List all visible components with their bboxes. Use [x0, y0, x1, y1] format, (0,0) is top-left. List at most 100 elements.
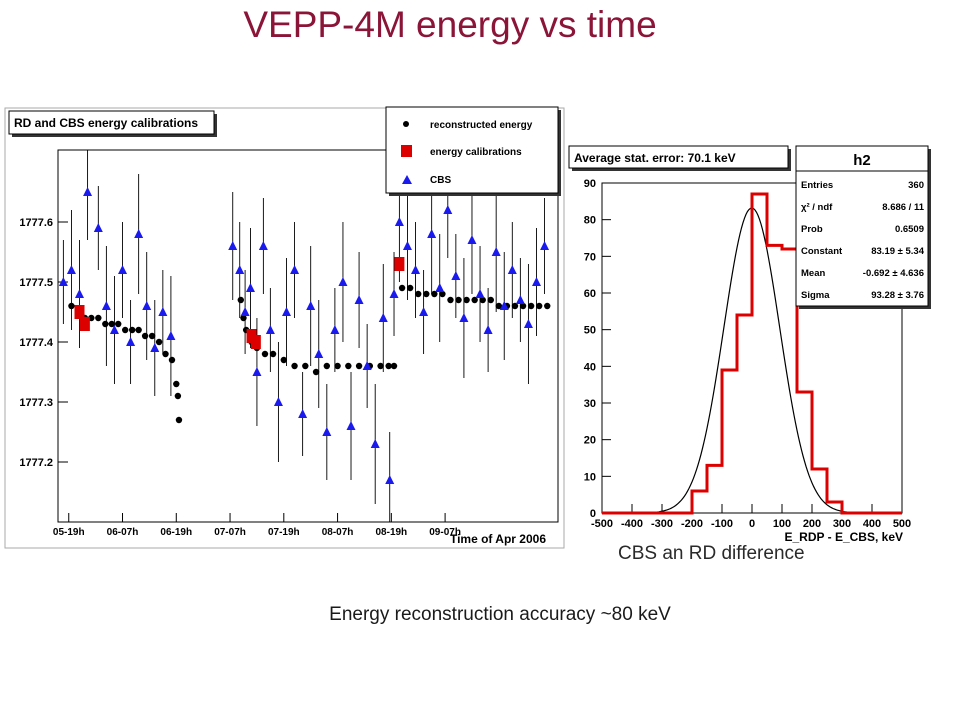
reconstructed-energy-point — [511, 302, 519, 310]
cbs-point — [265, 325, 275, 334]
x-tick-label: 09-07h — [429, 527, 461, 538]
reconstructed-energy-point — [122, 326, 129, 334]
energy-calibration-point — [394, 257, 405, 271]
stats-rows: Entries 360 χ² / ndf 8.686 / 11 Prob 0.6509 Co… — [801, 180, 925, 301]
hist-y-tick-label: 70 — [584, 251, 596, 263]
cbs-point — [281, 307, 291, 316]
cbs-point — [389, 289, 399, 298]
x-tick-label: 05-19h — [53, 527, 85, 538]
energy-calibrations-series — [74, 257, 405, 349]
histogram-step-line — [602, 192, 902, 515]
cbs-point — [411, 265, 421, 274]
histogram-x-label: E_RDP - E_CBS, keV — [785, 530, 904, 544]
timeseries-title: RD and CBS energy calibrations — [14, 116, 198, 130]
hist-y-tick-label: 40 — [584, 361, 596, 373]
hist-x-tick-label: -200 — [681, 518, 703, 530]
reconstructed-energy-point — [439, 290, 446, 298]
cbs-point — [109, 325, 119, 334]
legend-marker-reconstructed — [403, 121, 409, 127]
cbs-point — [491, 247, 501, 256]
reconstructed-energy-point — [155, 338, 163, 346]
reconstructed-energy-point — [148, 332, 156, 340]
hist-y-tick-label: 20 — [584, 435, 596, 447]
reconstructed-energy-point — [544, 302, 551, 310]
stats-row-label: χ² / ndf — [801, 202, 833, 213]
cbs-point — [306, 301, 316, 310]
legend-label-cbs: CBS — [430, 175, 451, 186]
reconstructed-energy-point — [495, 302, 503, 310]
cbs-point — [150, 343, 160, 352]
energy-calibration-point — [79, 317, 90, 331]
hist-y-tick-label: 10 — [584, 471, 596, 483]
reconstructed-energy-point — [415, 290, 422, 298]
reconstructed-energy-point — [447, 296, 454, 304]
reconstructed-energy-point — [535, 302, 543, 310]
reconstructed-energy-point — [323, 362, 331, 370]
reconstructed-energy-series — [68, 284, 551, 424]
x-tick-label: 07-07h — [214, 527, 246, 538]
reconstructed-energy-point — [527, 302, 535, 310]
cbs-point — [467, 235, 477, 244]
cbs-point — [515, 295, 525, 304]
stats-row-value: 0.6509 — [895, 224, 924, 235]
reconstructed-energy-point — [377, 362, 384, 370]
y-tick-label: 1777.5 — [19, 277, 53, 289]
cbs-point — [142, 301, 152, 310]
hist-y-tick-label: 30 — [584, 398, 596, 410]
hist-x-tick-label: -100 — [711, 518, 733, 530]
cbs-point — [75, 289, 85, 298]
cbs-point — [322, 427, 332, 436]
reconstructed-energy-point — [237, 296, 244, 304]
cbs-point — [507, 265, 517, 274]
cbs-point — [273, 397, 283, 406]
reconstructed-energy-point — [95, 314, 102, 322]
y-tick-label: 1777.6 — [19, 217, 53, 229]
reconstructed-energy-point — [68, 302, 75, 310]
hist-x-tick-label: 100 — [773, 518, 791, 530]
x-tick-label: 06-07h — [107, 527, 139, 538]
cbs-point — [427, 229, 437, 238]
hist-y-tick-label: 50 — [584, 325, 596, 337]
reconstructed-energy-point — [334, 362, 341, 370]
legend-marker-cbs — [402, 175, 412, 184]
cbs-point — [419, 307, 429, 316]
histogram-axes: 0 10 20 30 40 50 60 70 80 90 -500 -400 -300 -200 -100 0… — [584, 178, 911, 530]
cbs-point — [531, 277, 541, 286]
histogram-title: Average stat. error: 70.1 keV — [574, 151, 736, 165]
hist-x-tick-label: 400 — [863, 518, 881, 530]
cbs-point — [83, 187, 93, 196]
y-tick-label: 1777.3 — [19, 397, 53, 409]
cbs-point — [93, 223, 103, 232]
reconstructed-energy-point — [291, 362, 298, 370]
cbs-point — [245, 283, 255, 292]
cbs-point — [354, 295, 364, 304]
stats-row-value: 8.686 / 11 — [882, 202, 924, 213]
cbs-point — [58, 277, 68, 286]
hist-y-tick-label: 0 — [590, 508, 596, 520]
hist-x-tick-label: 200 — [803, 518, 821, 530]
cbs-point — [235, 265, 245, 274]
cbs-point — [290, 265, 300, 274]
histogram-title-box — [568, 145, 789, 169]
stats-row-label: Sigma — [801, 290, 830, 301]
reconstructed-energy-point — [168, 356, 176, 364]
hist-x-tick-label: 500 — [893, 518, 911, 530]
cbs-point — [166, 331, 176, 340]
hist-x-tick-label: -400 — [621, 518, 643, 530]
cbs-point — [338, 277, 348, 286]
reconstructed-energy-point — [385, 362, 392, 370]
stats-box-name: h2 — [853, 152, 871, 169]
cbs-point — [346, 421, 356, 430]
reconstructed-energy-point — [479, 296, 486, 304]
reconstructed-energy-point — [487, 296, 494, 304]
cbs-point — [540, 241, 550, 250]
cbs-point — [134, 229, 144, 238]
cbs-point — [66, 265, 76, 274]
hist-y-tick-label: 90 — [584, 178, 596, 190]
hist-x-tick-label: 300 — [833, 518, 851, 530]
reconstructed-energy-point — [519, 302, 527, 310]
cbs-point — [240, 307, 250, 316]
stats-box — [795, 145, 929, 307]
cbs-point — [228, 241, 238, 250]
stats-row-value: 83.19 ± 5.34 — [871, 246, 924, 257]
